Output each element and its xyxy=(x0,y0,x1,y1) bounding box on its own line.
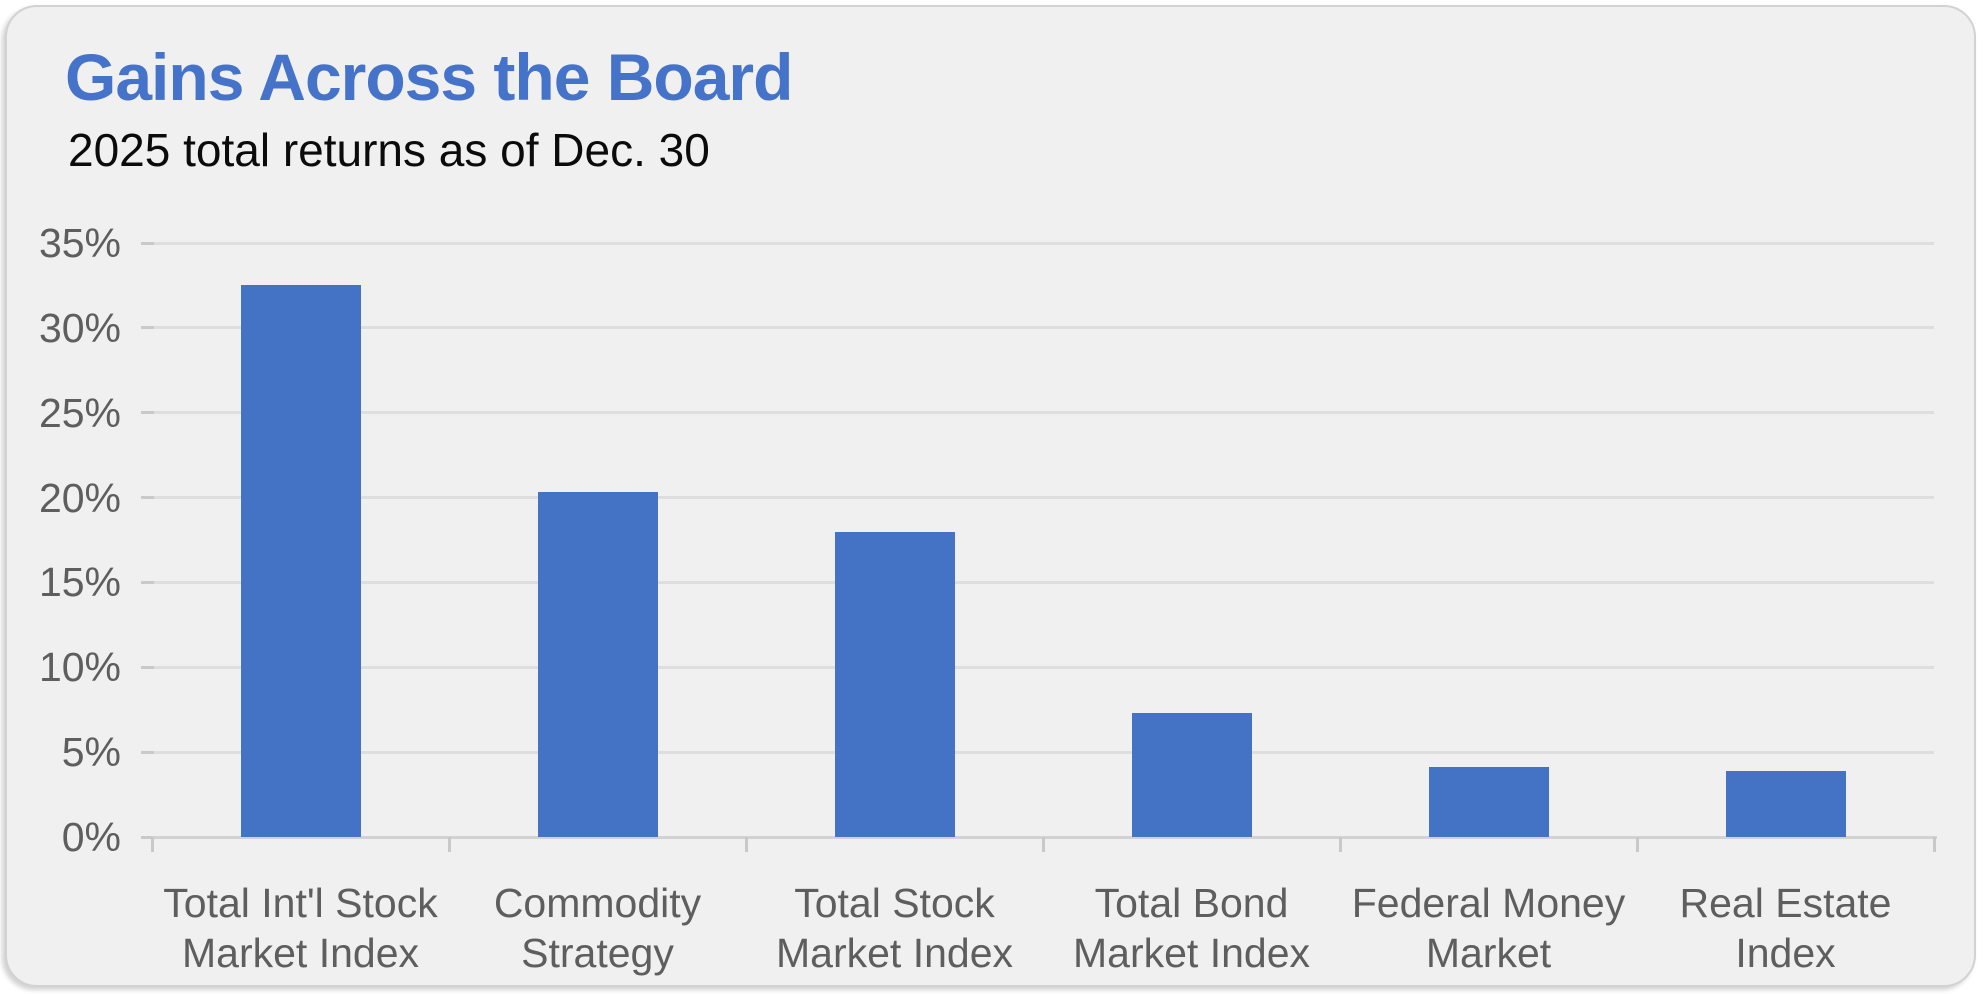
bar xyxy=(240,285,361,837)
x-axis-tick xyxy=(1338,837,1342,852)
y-axis-tick xyxy=(141,411,154,415)
x-axis-category-label: Total Int'l Stock Market Index xyxy=(163,880,438,976)
x-axis-tick xyxy=(744,837,748,852)
y-axis-tick xyxy=(141,326,154,330)
chart-card: Gains Across the Board 2025 total return… xyxy=(5,5,1976,987)
y-gridline xyxy=(152,241,1934,245)
y-gridline xyxy=(152,496,1934,500)
bar xyxy=(1428,767,1549,837)
y-axis-tick-label: 20% xyxy=(38,474,121,521)
bar xyxy=(537,492,658,837)
x-axis-tick xyxy=(150,837,154,852)
x-axis-category-label: Real Estate Index xyxy=(1679,880,1892,976)
y-axis-tick xyxy=(141,665,154,669)
y-axis-tick-label: 10% xyxy=(38,644,121,691)
y-gridline xyxy=(152,411,1934,415)
y-axis-tick xyxy=(141,835,154,839)
y-axis-tick-label: 15% xyxy=(38,559,121,606)
y-axis-tick xyxy=(141,750,154,754)
chart-title: Gains Across the Board xyxy=(65,40,793,114)
y-axis-tick-label: 25% xyxy=(38,389,121,436)
y-gridline xyxy=(152,750,1934,754)
x-axis-tick xyxy=(1041,837,1045,852)
x-axis-category-label: Commodity Strategy xyxy=(493,880,702,976)
x-axis-category-label: Federal Money Market xyxy=(1351,880,1626,976)
chart-subtitle: 2025 total returns as of Dec. 30 xyxy=(68,124,710,176)
x-axis-category-label: Total Bond Market Index xyxy=(1073,880,1310,976)
x-axis-tick xyxy=(1635,837,1639,852)
y-axis-tick-label: 35% xyxy=(38,220,121,266)
x-axis-line xyxy=(152,835,1937,839)
y-axis-tick xyxy=(141,241,154,245)
y-axis-tick xyxy=(141,496,154,500)
y-axis-tick-label: 30% xyxy=(38,304,121,351)
y-gridline xyxy=(152,665,1934,669)
x-axis-tick xyxy=(1932,837,1936,852)
bar xyxy=(1131,713,1252,837)
y-gridline xyxy=(152,326,1934,330)
bar xyxy=(834,531,955,837)
y-axis-tick xyxy=(141,580,154,584)
bar-chart-plot: 0% 5% 10% 15% 20% 25% 30% 35% Total Int'l Stock … xyxy=(7,7,1974,985)
y-gridline xyxy=(152,580,1934,584)
y-axis-tick-label: 5% xyxy=(61,729,121,776)
bar xyxy=(1725,770,1846,837)
y-axis-tick-label: 0% xyxy=(61,814,121,860)
x-axis-tick xyxy=(447,837,451,852)
x-axis-category-label: Total Stock Market Index xyxy=(776,880,1013,976)
